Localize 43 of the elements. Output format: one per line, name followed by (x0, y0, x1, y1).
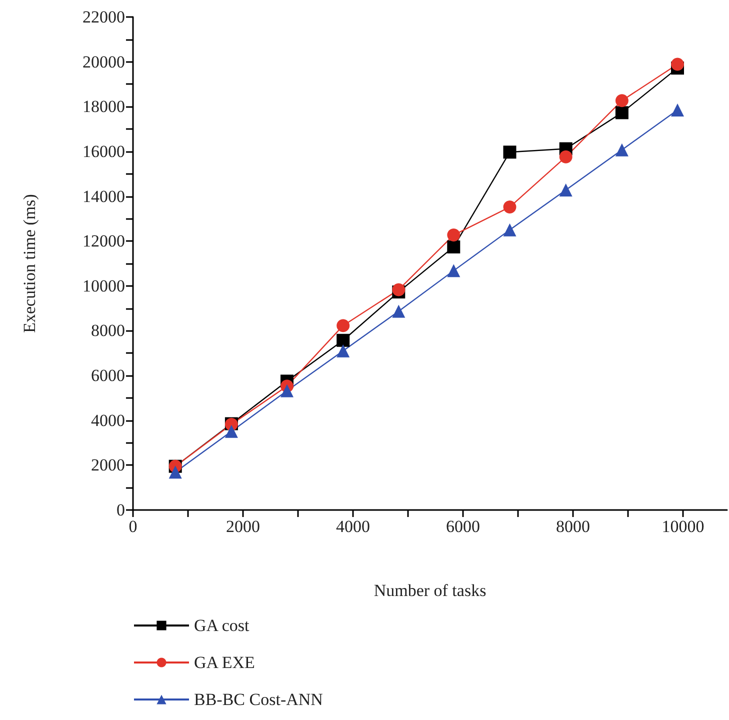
point (336, 344, 350, 358)
x-axis-title: Number of tasks (374, 581, 486, 600)
y-tick-label: 8000 (91, 321, 125, 340)
point (559, 184, 572, 196)
point (168, 466, 182, 479)
point (671, 58, 684, 71)
y-tick-label: 22000 (82, 8, 125, 26)
point (615, 143, 628, 156)
y-tick-label: 10000 (82, 276, 125, 296)
point (559, 150, 572, 164)
x-tick-label: 6000 (446, 517, 480, 536)
legend-label: GA EXE (194, 653, 255, 672)
point (392, 304, 406, 318)
point (447, 264, 460, 278)
x-tick-label: 0 (128, 517, 138, 536)
y-tick-label: 16000 (82, 142, 125, 161)
point (224, 424, 238, 438)
y-tick-label: 20000 (82, 52, 125, 72)
point (447, 240, 460, 254)
x-tick-label: 8000 (556, 517, 590, 536)
y-axis-title: Execution time (ms) (20, 194, 39, 333)
x-tick-label: 4000 (336, 517, 370, 536)
legend-label: BB-BC Cost-ANN (194, 690, 323, 709)
point (447, 228, 460, 242)
point (503, 146, 516, 159)
y-tick-label: 4000 (91, 410, 125, 430)
point (336, 319, 350, 332)
point (503, 200, 516, 214)
point (671, 104, 684, 116)
point (615, 106, 628, 120)
x-tick-label: 10000 (662, 517, 704, 536)
y-tick-label: 14000 (82, 186, 125, 206)
y-tick-label: 0 (116, 500, 125, 520)
point (280, 384, 294, 398)
y-tick-label: 18000 (82, 97, 125, 116)
y-tick-label: 2000 (91, 456, 125, 475)
point (615, 94, 628, 108)
point (503, 223, 516, 236)
y-tick-label: 6000 (91, 366, 125, 386)
point (336, 334, 350, 347)
x-tick-label: 2000 (226, 517, 260, 536)
legend-label: GA cost (194, 616, 250, 635)
y-tick-label: 12000 (82, 232, 125, 251)
